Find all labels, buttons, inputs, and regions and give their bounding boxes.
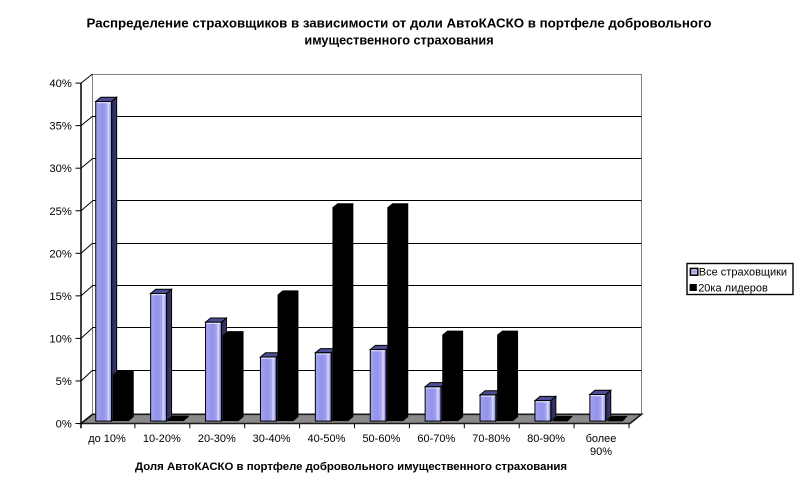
svg-text:до 10%: до 10%: [88, 433, 126, 445]
svg-text:30-40%: 30-40%: [253, 433, 291, 445]
svg-text:имущественного страхования: имущественного страхования: [304, 34, 493, 48]
svg-text:40-50%: 40-50%: [308, 433, 346, 445]
svg-text:10%: 10%: [49, 333, 71, 345]
svg-text:50-60%: 50-60%: [362, 433, 400, 445]
svg-text:0%: 0%: [56, 419, 72, 431]
svg-text:60-70%: 60-70%: [417, 433, 455, 445]
svg-text:80-90%: 80-90%: [527, 433, 565, 445]
svg-text:Распределение страховщиков в з: Распределение страховщиков в зависимости…: [87, 16, 712, 31]
svg-text:Доля АвтоКАСКО в портфеле добр: Доля АвтоКАСКО в портфеле добровольного …: [135, 461, 567, 473]
svg-text:40%: 40%: [49, 78, 71, 90]
svg-text:более: более: [586, 433, 617, 445]
svg-text:10-20%: 10-20%: [143, 433, 181, 445]
svg-text:30%: 30%: [49, 163, 71, 175]
svg-text:90%: 90%: [590, 446, 612, 458]
svg-text:Все страховщики: Все страховщики: [699, 267, 787, 279]
svg-text:15%: 15%: [49, 291, 71, 303]
svg-text:20%: 20%: [49, 248, 71, 260]
svg-text:25%: 25%: [49, 206, 71, 218]
svg-text:70-80%: 70-80%: [472, 433, 510, 445]
svg-text:20ка лидеров: 20ка лидеров: [698, 282, 768, 294]
svg-text:20-30%: 20-30%: [198, 433, 236, 445]
svg-text:35%: 35%: [49, 121, 71, 133]
svg-text:5%: 5%: [56, 376, 72, 388]
